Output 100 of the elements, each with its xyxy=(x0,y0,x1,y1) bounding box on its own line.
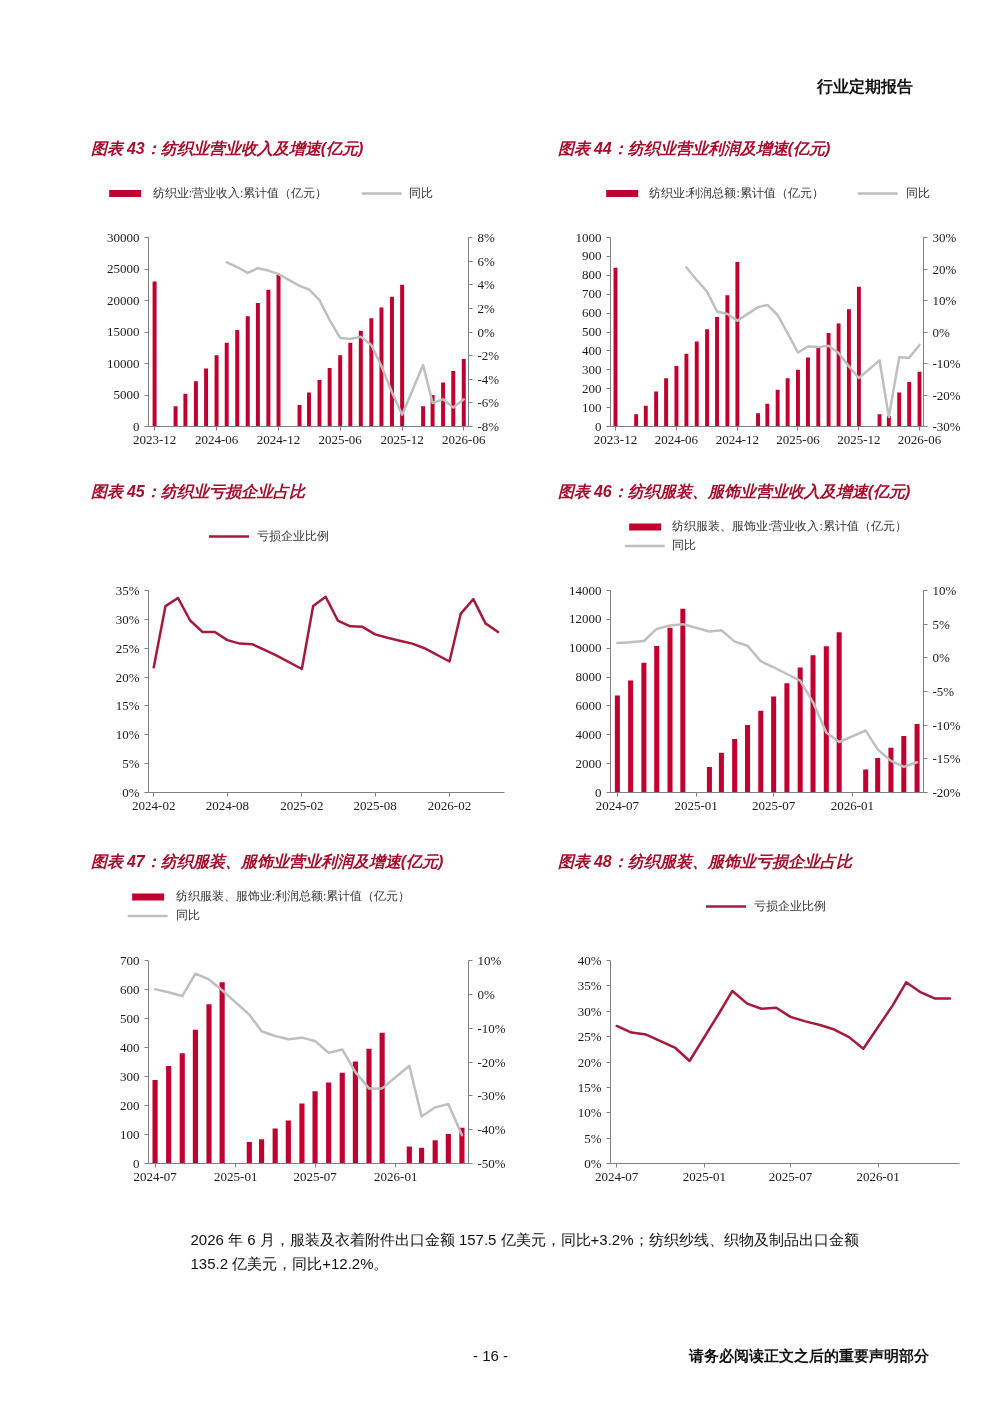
y-tick-label: 400 xyxy=(120,1039,140,1055)
y-tick-label: 300 xyxy=(120,1068,140,1084)
bar xyxy=(326,1082,332,1164)
bar xyxy=(179,1053,185,1164)
y-tick-label: 0 xyxy=(595,784,602,800)
y-tick-label: 500 xyxy=(120,1010,140,1026)
bar xyxy=(725,295,730,427)
bar xyxy=(654,645,660,793)
bar xyxy=(797,667,803,793)
bar xyxy=(614,695,620,793)
bar xyxy=(705,329,710,427)
bar xyxy=(379,307,384,427)
x-tick-label: 2025-06 xyxy=(318,431,363,447)
y-tick-label: 25% xyxy=(115,640,140,656)
x-tick-label: 2024-06 xyxy=(654,431,699,447)
y2-tick-label: 20% xyxy=(932,261,957,277)
x-tick-label: 2024-07 xyxy=(133,1168,178,1184)
y2-tick-label: 6% xyxy=(477,253,495,269)
y-tick-label: 35% xyxy=(115,583,140,598)
y-tick-label: 0 xyxy=(595,418,602,434)
bar xyxy=(183,393,188,427)
bar xyxy=(461,359,466,427)
bar xyxy=(735,262,740,427)
y-tick-label: 30% xyxy=(115,611,140,627)
x-tick-label: 2025-07 xyxy=(751,797,796,813)
legend-label: 纺织服装、服饰业:营业收入:累计值（亿元） xyxy=(672,517,907,535)
text: 请务必阅读正文之后的重要声明部分 xyxy=(687,1346,930,1364)
bar xyxy=(419,1147,425,1164)
text: 行业定期报告 xyxy=(815,78,913,95)
y-tick-label: 100 xyxy=(582,399,602,415)
bar xyxy=(206,1004,212,1164)
bar xyxy=(246,1142,252,1164)
y2-tick-label: 10% xyxy=(932,583,957,598)
y-tick-label: 10% xyxy=(115,727,140,743)
bar xyxy=(771,696,777,793)
bar xyxy=(441,382,446,427)
bar xyxy=(836,632,842,793)
y-tick-label: 8000 xyxy=(575,669,602,685)
y-tick-label: 600 xyxy=(582,305,602,321)
y2-tick-label: 10% xyxy=(477,953,502,968)
line-series xyxy=(152,595,500,671)
bar xyxy=(667,627,673,793)
x-tick-label: 2025-02 xyxy=(280,797,324,813)
y2-tick-label: 8% xyxy=(477,230,495,245)
y2-tick-label: -20% xyxy=(932,387,961,403)
y-tick-label: 0 xyxy=(133,1155,140,1171)
x-tick-label: 2025-01 xyxy=(214,1168,258,1184)
bar xyxy=(863,769,869,793)
y2-tick-label: 0% xyxy=(477,324,495,340)
x-tick-label: 2024-12 xyxy=(256,431,301,447)
y-tick-label: 25000 xyxy=(107,261,140,276)
y2-tick-label: -10% xyxy=(932,717,961,733)
bar xyxy=(836,323,841,427)
bar xyxy=(856,286,861,427)
bar xyxy=(358,330,363,427)
y-tick-label: 2000 xyxy=(575,755,602,771)
bar xyxy=(765,403,770,427)
y2-tick-label: -10% xyxy=(477,1020,506,1036)
y-tick-label: 100 xyxy=(120,1126,140,1142)
bar xyxy=(459,1127,465,1164)
y2-tick-label: -5% xyxy=(932,684,955,699)
bar xyxy=(806,357,810,427)
bar xyxy=(348,342,353,427)
x-tick-label: 2026-06 xyxy=(442,431,486,447)
y2-tick-label: -30% xyxy=(932,419,961,434)
x-tick-label: 2025-12 xyxy=(837,431,881,447)
bar xyxy=(245,316,250,427)
bar xyxy=(327,367,332,427)
bar xyxy=(784,683,790,793)
y-tick-label: 900 xyxy=(582,248,602,264)
y-tick-label: 200 xyxy=(120,1097,140,1113)
bar xyxy=(400,284,405,427)
bar xyxy=(758,710,764,793)
chart-title: 图表 47：纺织服装、服饰业营业利润及增速(亿元) xyxy=(90,852,444,870)
x-tick-label: 2026-01 xyxy=(856,1168,900,1184)
y2-tick-label: -50% xyxy=(477,1156,506,1171)
y-tick-label: 400 xyxy=(582,342,602,358)
y2-tick-label: 10% xyxy=(932,293,957,308)
y-tick-label: 700 xyxy=(120,952,140,968)
y-tick-label: 15% xyxy=(115,698,140,714)
bar xyxy=(255,303,260,427)
line-series xyxy=(153,972,464,1137)
y2-tick-label: -2% xyxy=(477,348,500,364)
bar xyxy=(628,680,634,793)
legend-label: 亏损企业比例 xyxy=(257,527,329,544)
bar xyxy=(823,646,829,793)
x-tick-label: 2025-01 xyxy=(674,797,718,813)
chart-title: 图表 43：纺织业营业收入及增速(亿元) xyxy=(90,139,364,157)
y-tick-label: 30000 xyxy=(107,229,140,245)
bar xyxy=(276,274,281,427)
bar xyxy=(204,368,209,427)
bar xyxy=(826,332,831,427)
line-series xyxy=(615,981,952,1063)
x-tick-label: 2025-12 xyxy=(380,431,424,447)
x-tick-label: 2025-06 xyxy=(776,431,821,447)
y2-tick-label: -4% xyxy=(477,371,500,387)
y-tick-label: 5% xyxy=(122,756,140,772)
y-tick-label: 25% xyxy=(577,1029,602,1045)
x-tick-label: 2024-07 xyxy=(595,1168,639,1184)
legend-label: 同比 xyxy=(409,184,434,201)
